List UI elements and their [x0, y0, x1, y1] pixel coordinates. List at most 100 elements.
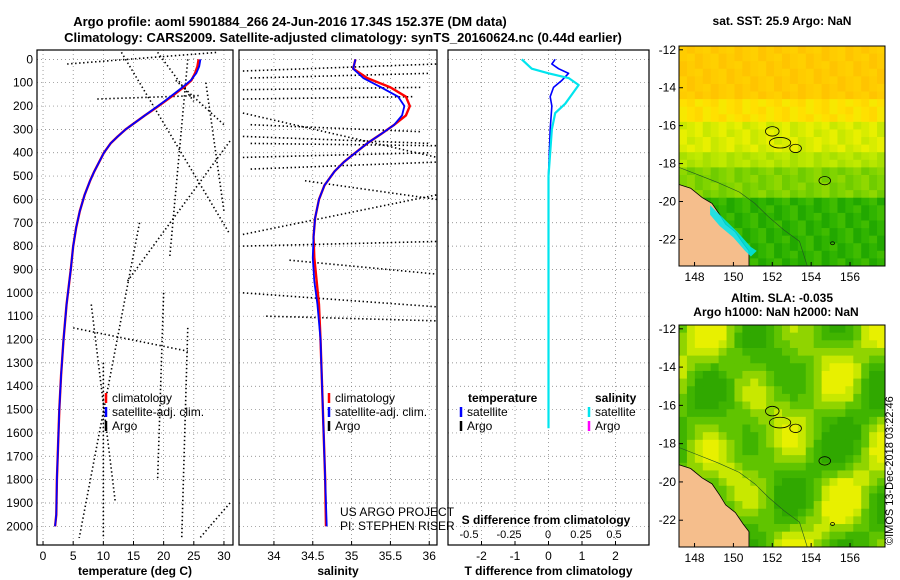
map-cell	[766, 68, 775, 77]
x-tick-label: 0	[545, 549, 552, 563]
map-cell	[718, 432, 727, 441]
map-cell	[845, 53, 854, 62]
map-cell	[718, 462, 727, 471]
map-cell	[861, 516, 870, 525]
map-cell	[710, 439, 720, 448]
map-cell	[726, 432, 735, 441]
map-cell	[750, 205, 759, 214]
map-cell	[702, 340, 712, 349]
map-cell	[750, 235, 759, 244]
map-cell	[679, 347, 688, 357]
map-cell	[726, 205, 735, 214]
map-cell	[710, 46, 720, 54]
map-cell	[861, 531, 870, 540]
map-cell	[869, 167, 878, 176]
map-cell	[766, 516, 775, 525]
map-cell	[710, 182, 720, 191]
map-cell	[702, 393, 712, 402]
map-cell	[750, 401, 759, 410]
map-cell	[829, 197, 838, 206]
map-cell	[789, 235, 799, 244]
map-cell	[837, 378, 846, 387]
argo-profile-line	[175, 79, 225, 126]
map-cell	[710, 478, 720, 487]
map-cell	[789, 401, 799, 410]
map-cell	[750, 393, 759, 402]
map-cell	[774, 152, 783, 161]
map-cell	[710, 137, 720, 146]
map-cell	[742, 493, 751, 502]
map-cell	[837, 91, 846, 100]
map-cell	[805, 121, 815, 130]
map-cell	[750, 137, 759, 146]
map-cell	[821, 182, 830, 191]
map-cell	[869, 355, 878, 364]
figure-title-line2: Climatology: CARS2009. Satellite-adjuste…	[64, 30, 622, 45]
map-cell	[869, 129, 878, 138]
map-cell	[845, 378, 854, 387]
map-cell	[797, 531, 807, 540]
map-cell	[837, 83, 846, 92]
map-cell	[702, 174, 712, 183]
x-tick-label: 2	[612, 549, 619, 563]
map-cell	[679, 401, 688, 410]
map-cell	[837, 114, 846, 123]
map-cell	[782, 424, 791, 433]
map-cell	[726, 167, 735, 176]
map-cell	[758, 447, 767, 456]
map-cell	[718, 439, 727, 448]
legend-label: climatology	[112, 391, 172, 405]
map-cell	[877, 370, 886, 379]
map-cell	[782, 455, 791, 464]
map-cell	[726, 174, 735, 183]
map-cell	[718, 114, 727, 123]
map-cell	[813, 516, 823, 525]
map-cell	[742, 325, 751, 334]
map-cell	[829, 121, 838, 130]
map-cell	[742, 137, 751, 146]
map-cell	[861, 424, 870, 433]
x-tick-label: 34.5	[301, 549, 325, 563]
reef-outline	[768, 137, 792, 149]
map-cell	[766, 455, 775, 464]
map-cell	[813, 99, 823, 108]
map-cell	[845, 447, 854, 456]
x-axis-label: salinity	[317, 564, 359, 578]
map-cell	[869, 159, 878, 168]
secondary-tick-label: 0	[545, 529, 551, 541]
map-cell	[845, 485, 854, 494]
map-cell	[758, 99, 767, 108]
map-cell	[694, 347, 704, 357]
map-cell	[869, 325, 878, 334]
map-cell	[766, 114, 775, 123]
map-cell	[750, 340, 759, 349]
map-cell	[710, 393, 720, 402]
map-cell	[861, 401, 870, 410]
map-cell	[853, 152, 862, 161]
map-cell	[877, 485, 886, 494]
map-cell	[758, 197, 767, 206]
map-cell	[821, 220, 830, 229]
map-cell	[694, 144, 704, 153]
map-cell	[742, 144, 751, 153]
map-cell	[837, 121, 846, 130]
map-cell	[718, 205, 727, 214]
map-cell	[877, 76, 886, 85]
map-cell	[789, 243, 799, 252]
map-cell	[869, 152, 878, 161]
map-cell	[774, 393, 783, 402]
map-cell	[694, 424, 704, 433]
map-cell	[797, 91, 807, 100]
map-cell	[679, 129, 688, 138]
map-cell	[789, 174, 799, 183]
map-cell	[726, 478, 735, 487]
map-cell	[710, 470, 720, 479]
map-cell	[766, 524, 775, 533]
map-cell	[869, 235, 878, 244]
map-cell	[821, 258, 830, 267]
map-cell	[813, 401, 823, 410]
map-cell	[797, 355, 807, 364]
map-cell	[789, 144, 799, 153]
map-cell	[805, 378, 815, 387]
map-cell	[797, 197, 807, 206]
